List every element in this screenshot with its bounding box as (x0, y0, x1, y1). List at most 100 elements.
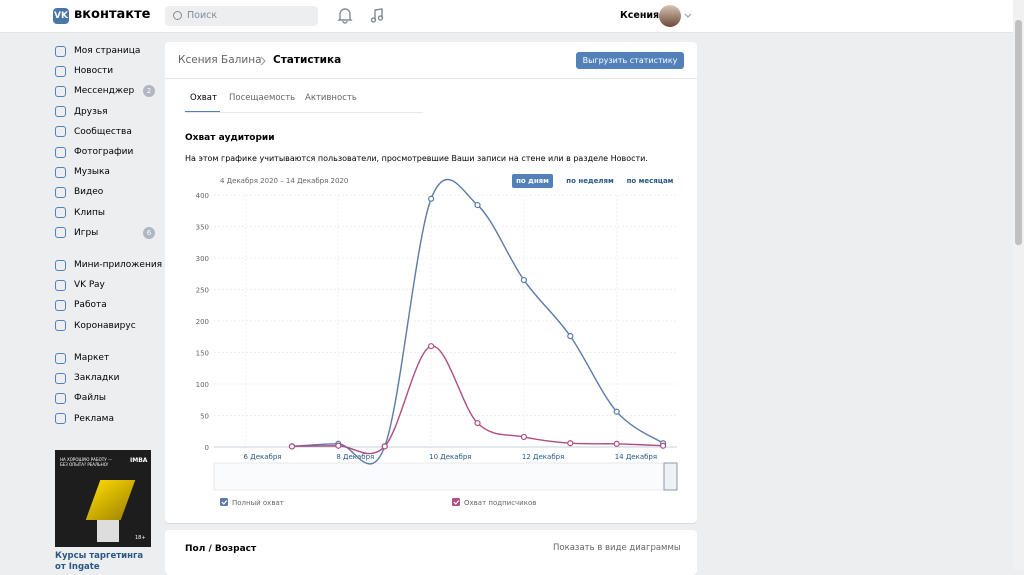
data-point (288, 443, 296, 450)
navigator[interactable] (213, 462, 678, 491)
avatar[interactable] (659, 5, 681, 27)
tabs-border (185, 112, 423, 113)
ad-headline: НА ХОРОШУЮ РАБОТУ — БЕЗ ОПЫТА? РЕАЛЬНО! (60, 457, 112, 467)
data-point (428, 343, 435, 350)
stats-card: Ксения Балина Статистика Выгрузить стати… (165, 42, 697, 523)
x-tick-label: 8 Декабря (336, 453, 374, 461)
scrollbar-thumb[interactable] (1015, 20, 1022, 245)
series-line (291, 345, 664, 455)
legend-check (221, 500, 228, 505)
search-box[interactable]: Поиск (165, 6, 318, 26)
data-point (474, 419, 481, 427)
menu-item[interactable]: VK Pay (55, 277, 105, 293)
breadcrumb-parent[interactable]: Ксения Балина (178, 54, 262, 66)
menu-item[interactable]: Реклама (55, 411, 114, 427)
x-tick-label: 12 Декабря (522, 453, 564, 461)
menu-item[interactable]: Клипы (55, 205, 105, 221)
ad-subtitle[interactable]: от Ingate (55, 562, 100, 572)
tab[interactable]: Охват (190, 93, 217, 103)
data-point (520, 276, 528, 284)
user-menu-chevron[interactable] (684, 13, 692, 19)
menu-item[interactable]: Фотографии (55, 144, 133, 160)
menu-icon (55, 259, 66, 271)
menu-label: Музыка (74, 167, 110, 178)
period-button[interactable]: по неделям (566, 177, 614, 185)
menu-label: Коронавирус (74, 320, 136, 331)
y-tick-label: 350 (196, 224, 209, 232)
menu-item[interactable]: Друзья (55, 104, 108, 120)
menu-item[interactable]: Музыка (55, 164, 110, 180)
x-tick-label: 6 Декабря (244, 453, 282, 461)
menu-item[interactable]: Видео (55, 184, 103, 200)
logo-text[interactable]: вконтакте (74, 7, 151, 22)
menu-icon (55, 65, 66, 77)
breadcrumb-current: Статистика (273, 54, 342, 66)
legend-label[interactable]: Охват подписчиков (464, 499, 536, 507)
menu-badge: 2 (143, 85, 155, 98)
menu-item[interactable]: Работа (55, 297, 107, 313)
menu-item[interactable]: Игры 6 (55, 225, 155, 241)
menu-label: Реклама (74, 413, 114, 424)
logo-icon[interactable]: VK (53, 8, 69, 24)
y-tick-label: 250 (196, 287, 209, 295)
section-title: Охват аудитории (185, 133, 275, 143)
menu-icon (55, 320, 66, 332)
menu-item[interactable]: Коронавирус (55, 318, 136, 334)
menu-item[interactable]: Новости (55, 63, 113, 79)
legend-checkbox (452, 498, 460, 506)
menu-item[interactable]: Сообщества (55, 124, 132, 140)
menu-icon (55, 299, 66, 311)
user-name[interactable]: Ксения (620, 10, 660, 21)
search-placeholder: Поиск (187, 10, 218, 21)
period-button[interactable]: по месяцам (626, 177, 674, 185)
menu-label: Мини-приложения (74, 260, 163, 270)
data-point (381, 443, 388, 450)
menu-icon (55, 372, 66, 384)
menu-icon (55, 126, 66, 138)
music-icon[interactable] (369, 7, 385, 24)
menu-label: VK Pay (74, 280, 105, 291)
ad-title[interactable]: Курсы таргетинга (55, 551, 144, 561)
section-description: На этом графике учитываются пользователи… (185, 154, 648, 163)
menu-icon (55, 279, 66, 291)
export-button[interactable]: Выгрузить статистику (576, 52, 684, 69)
menu-icon (55, 146, 66, 158)
tab[interactable]: Активность (305, 93, 357, 103)
menu-item[interactable]: Мессенджер 2 (55, 83, 155, 99)
menu-label: Файлы (74, 393, 106, 404)
data-point (335, 442, 342, 449)
menu-icon (55, 352, 66, 364)
y-tick-label: 400 (196, 192, 209, 200)
notifications-icon[interactable] (337, 7, 353, 24)
y-tick-label: 50 (200, 413, 209, 421)
menu-icon (55, 166, 66, 178)
ad-image[interactable]: НА ХОРОШУЮ РАБОТУ — БЕЗ ОПЫТА? РЕАЛЬНО! … (55, 450, 151, 547)
tab[interactable]: Посещаемость (229, 93, 296, 103)
menu-item[interactable]: Моя страница (55, 43, 140, 59)
ad-age: 18+ (135, 535, 146, 541)
legend-label[interactable]: Полный охват (232, 499, 284, 507)
data-point (613, 440, 620, 447)
menu-label: Мессенджер (74, 86, 135, 97)
period-button[interactable]: по дням (512, 174, 553, 188)
menu-label: Видео (74, 187, 104, 198)
menu-icon (55, 207, 66, 219)
menu-item[interactable]: Маркет (55, 350, 109, 366)
data-point (474, 201, 481, 209)
menu-item[interactable]: Мини-приложения (55, 257, 162, 273)
menu-item[interactable]: Файлы (55, 390, 106, 406)
diagram-toggle[interactable]: Показать в виде диаграммы (553, 543, 681, 553)
menu-label: Маркет (74, 353, 110, 363)
menu-icon (55, 85, 66, 97)
navigator-window[interactable] (663, 462, 678, 491)
x-tick-label: 10 Декабря (429, 453, 471, 461)
scrollbar[interactable] (1013, 0, 1024, 570)
data-point (613, 408, 620, 415)
menu-item[interactable]: Закладки (55, 370, 120, 386)
top-bar: VK вконтакте Поиск Ксения (0, 0, 1013, 33)
ad-brand: IMBA (130, 457, 148, 464)
menu-icon (55, 186, 66, 198)
menu-icon (55, 413, 66, 425)
